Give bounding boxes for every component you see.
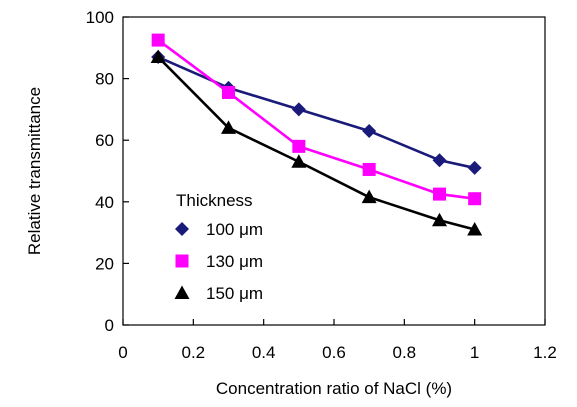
y-tick-label: 0: [105, 316, 114, 335]
series-2: [151, 33, 482, 206]
x-tick-label: 1: [470, 343, 479, 362]
data-point: [150, 49, 166, 64]
data-point: [291, 102, 306, 117]
x-tick-label: 0.2: [182, 343, 206, 362]
data-point: [221, 120, 236, 134]
x-tick-label: 1.2: [533, 343, 557, 362]
legend-label: 150 μm: [206, 284, 263, 303]
legend-marker: [174, 285, 190, 299]
x-tick-label: 0.8: [393, 343, 417, 362]
data-point: [291, 154, 307, 168]
x-tick-label: 0.6: [322, 343, 346, 362]
y-axis-ticks: 0 20 40 60 80 100: [86, 8, 129, 335]
legend-marker: [175, 222, 189, 236]
data-point: [362, 123, 377, 138]
data-point: [433, 187, 446, 201]
x-tick-label: 0.4: [252, 343, 276, 362]
plot-area: [122, 16, 546, 326]
legend-label: 100 μm: [206, 220, 263, 239]
data-point: [222, 85, 235, 99]
data-point: [467, 222, 483, 236]
data-point: [468, 192, 482, 206]
y-tick-label: 60: [95, 131, 114, 150]
data-point: [151, 33, 165, 47]
legend-marker: [175, 254, 189, 268]
x-axis-title: Concentration ratio of NaCl (%): [216, 379, 452, 398]
y-tick-label: 40: [95, 193, 114, 212]
y-tick-label: 100: [86, 8, 114, 27]
legend-item: 130 μm: [175, 252, 263, 271]
y-tick-label: 80: [95, 70, 114, 89]
y-tick-label: 20: [95, 254, 114, 273]
y-axis-title: Relative transmittance: [25, 87, 44, 255]
legend-label: 130 μm: [206, 252, 263, 271]
data-point: [467, 160, 482, 175]
series-line: [157, 56, 475, 231]
series-3: [150, 49, 483, 236]
data-point: [361, 189, 377, 204]
legend: Thickness 100 μm 130 μm 150 μm: [174, 191, 263, 303]
legend-item: 150 μm: [174, 284, 263, 303]
data-point: [292, 139, 306, 153]
legend-title: Thickness: [176, 191, 253, 210]
x-axis-ticks: 0 0.2 0.4 0.6 0.8 1 1.2: [118, 319, 557, 362]
legend-item: 100 μm: [175, 220, 263, 239]
data-point: [362, 162, 376, 176]
data-point: [432, 212, 447, 227]
data-point: [432, 153, 447, 168]
series-layer: [150, 33, 483, 236]
x-tick-label: 0: [118, 343, 127, 362]
